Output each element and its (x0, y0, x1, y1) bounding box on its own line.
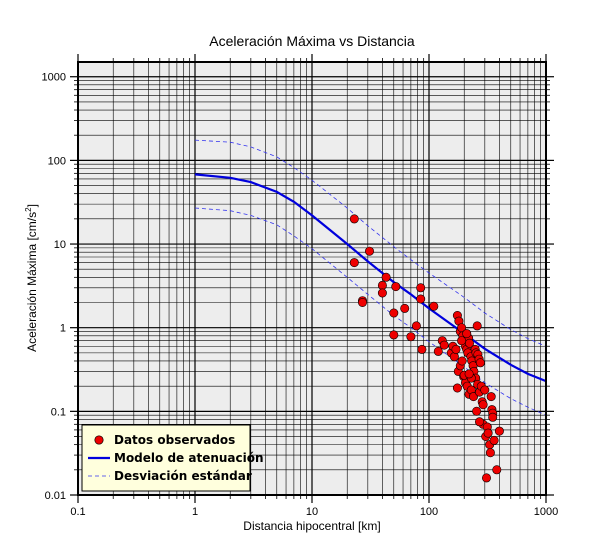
data-point (462, 329, 472, 339)
data-point (357, 297, 367, 307)
axis-ticks (70, 54, 554, 503)
chart-title: Aceleración Máxima vs Distancia (209, 33, 415, 49)
legend-label-model: Modelo de atenuación (114, 451, 264, 465)
data-point (439, 340, 449, 350)
data-point (485, 448, 495, 458)
data-point (451, 344, 461, 354)
data-point (464, 338, 474, 348)
data-point (488, 412, 498, 422)
data-point (349, 214, 359, 224)
data-point (406, 332, 416, 342)
model-line (194, 173, 547, 383)
legend-marker-observed (94, 435, 104, 445)
data-point (389, 330, 399, 340)
x-tick-label: 10 (306, 506, 318, 518)
y-tick-label: 100 (48, 155, 66, 167)
data-point (417, 344, 427, 354)
x-axis-label: Distancia hipocentral [km] (243, 519, 380, 533)
data-point (349, 258, 359, 268)
legend: Datos observados Modelo de atenuación De… (81, 424, 264, 492)
data-point (457, 336, 467, 346)
data-points (349, 214, 504, 483)
x-tick-label: 1 (192, 506, 198, 518)
x-tick-label: 1000 (534, 506, 558, 518)
data-point (492, 465, 502, 475)
data-point (416, 283, 426, 293)
data-point (480, 385, 490, 395)
x-tick-label: 100 (420, 506, 438, 518)
y-tick-label: 1000 (42, 72, 66, 84)
y-axis-label-main: Aceleración Máxima [cm/s (25, 212, 39, 352)
y-tick-label: 0.01 (45, 490, 66, 502)
data-point (452, 383, 462, 393)
data-point (468, 392, 478, 402)
data-point (381, 272, 391, 282)
deviation-line (194, 139, 547, 347)
data-point (429, 301, 439, 311)
x-tick-labels: 0.1 1 10 100 1000 (70, 506, 558, 518)
data-point (474, 417, 484, 427)
y-axis-label-superscript: 2 (24, 207, 33, 212)
data-point (478, 400, 488, 410)
y-axis-label: Aceleración Máxima [cm/s2] (24, 204, 39, 352)
data-point (489, 435, 499, 445)
data-point (475, 358, 485, 368)
data-point (389, 308, 399, 318)
data-point (494, 426, 504, 436)
y-axis-label-end: ] (25, 204, 39, 207)
data-point (457, 356, 467, 366)
data-point (391, 282, 401, 292)
deviation-lines (194, 139, 547, 416)
data-point (416, 294, 426, 304)
data-point (486, 392, 496, 402)
data-point (364, 246, 374, 256)
legend-label-observed: Datos observados (114, 433, 235, 447)
data-point (400, 303, 410, 313)
data-point (472, 321, 482, 331)
y-tick-labels: 0.01 0.1 1 10 100 1000 (42, 72, 66, 502)
deviation-line (194, 207, 547, 416)
data-point (483, 428, 493, 438)
grid-major (78, 62, 546, 495)
y-tick-label: 10 (54, 239, 66, 251)
data-point (472, 406, 482, 416)
data-point (481, 473, 491, 483)
data-point (449, 352, 459, 362)
data-point (411, 321, 421, 331)
data-point (377, 288, 387, 298)
y-tick-label: 1 (60, 323, 66, 335)
data-point (377, 280, 387, 290)
data-point (464, 369, 474, 379)
legend-label-deviation: Desviación estándar (114, 469, 252, 483)
x-tick-label: 0.1 (70, 506, 85, 518)
data-point (433, 346, 443, 356)
y-tick-label: 0.1 (51, 406, 66, 418)
